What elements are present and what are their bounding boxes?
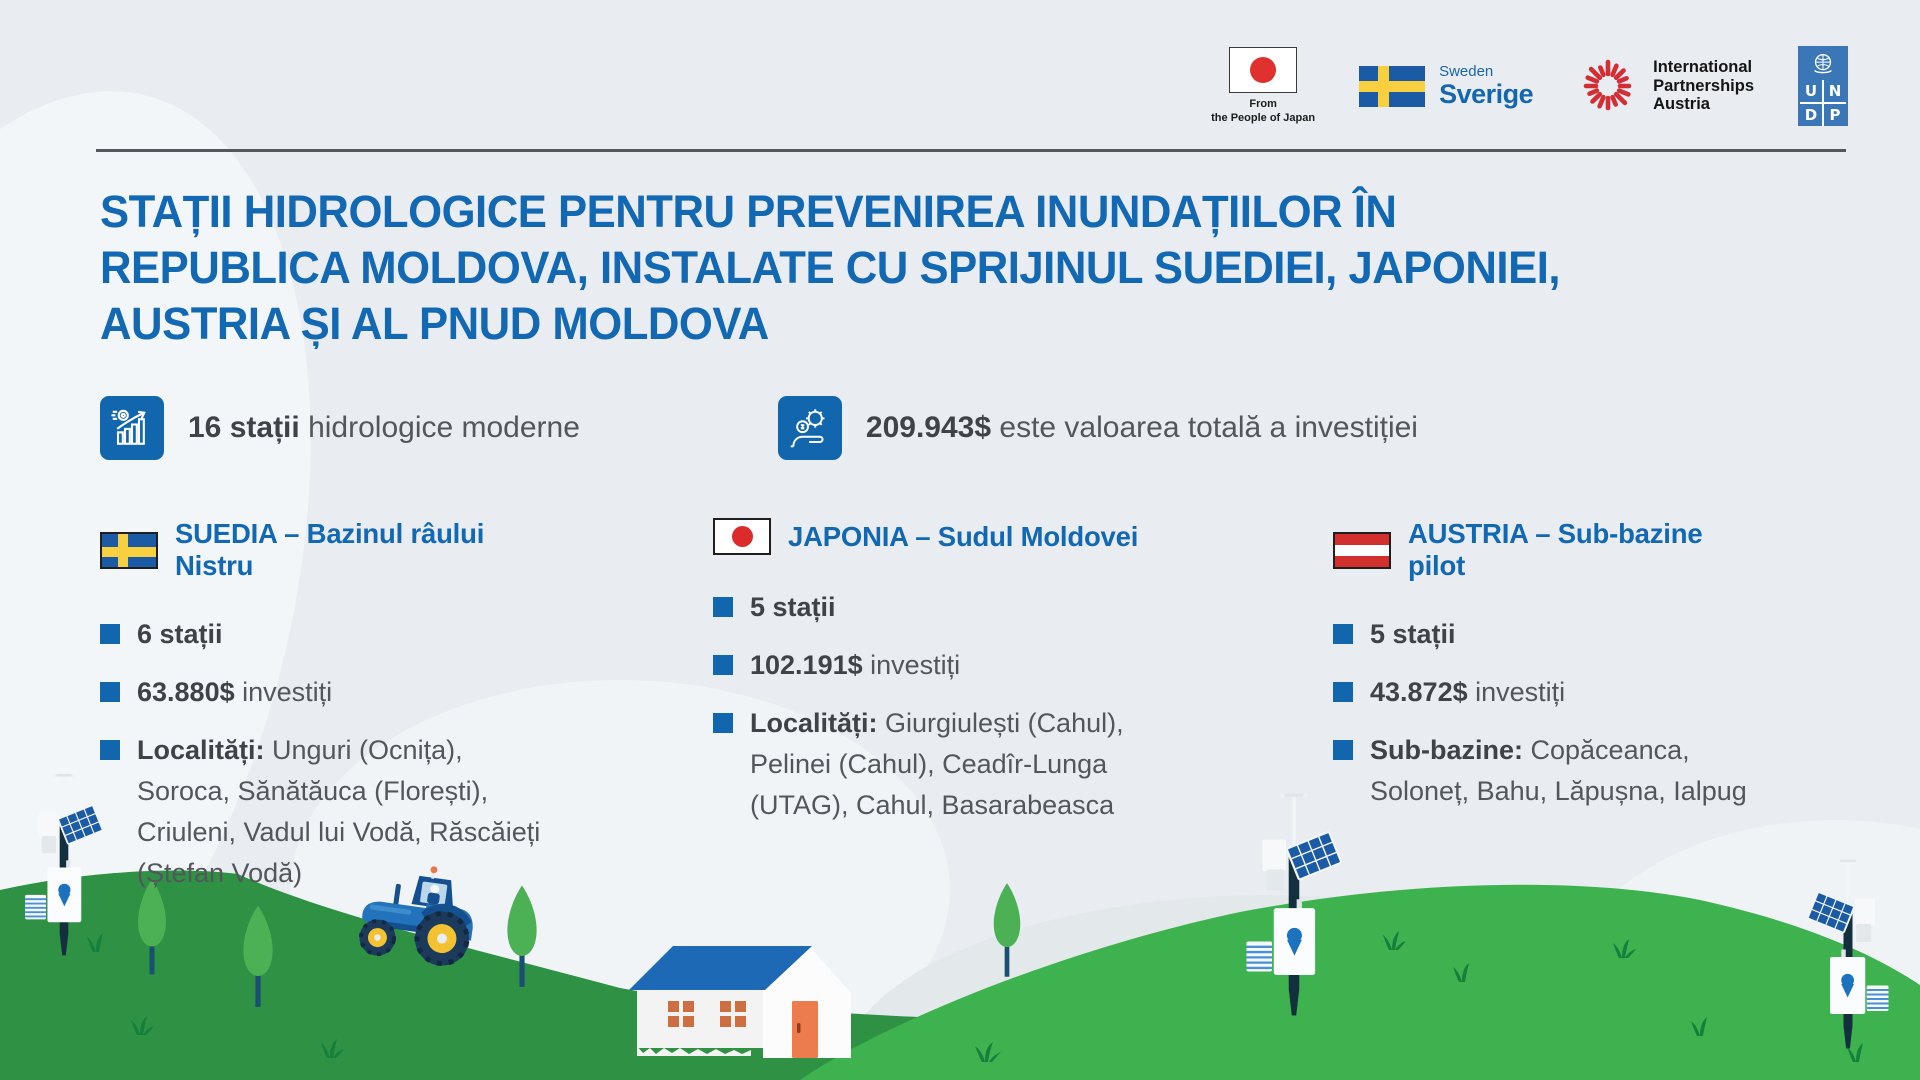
austria-flag-icon: [1333, 531, 1391, 569]
grass-tufts: [87, 931, 1863, 1062]
ipa-logo: International Partnerships Austria: [1577, 55, 1754, 117]
list-item: 43.872$ investiți: [1333, 672, 1753, 713]
list-item: 63.880$ investiți: [100, 672, 560, 713]
bullet-square-icon: [1333, 740, 1353, 760]
tree-illustration: [507, 885, 537, 987]
stat-stations: 16 stații hidrologice moderne: [100, 396, 580, 460]
undp-letters: U N D P: [1800, 80, 1846, 126]
tree-illustration: [243, 905, 273, 1007]
partner-logos: From the People of Japan Sweden Sverige: [1211, 46, 1848, 126]
page-title: STAȚII HIDROLOGICE PENTRU PREVENIREA INU…: [100, 186, 1561, 349]
list-item: Localități: Giurgiulești (Cahul), Peline…: [713, 703, 1193, 826]
column-title: SUEDIA – Bazinul râului Nistru: [175, 518, 485, 581]
house-door: [792, 1001, 818, 1058]
list-item: 6 stații: [100, 614, 560, 655]
chart-growth-icon: [100, 396, 164, 460]
hill-bright: [800, 884, 1920, 1080]
investment-hand-icon: [777, 396, 842, 460]
sweden-logo-text: Sweden Sverige: [1439, 62, 1534, 109]
house-window: [668, 1001, 746, 1027]
list-item: Sub-bazine: Copăceanca, Soloneț, Bahu, L…: [1333, 730, 1753, 812]
column-title: AUSTRIA – Sub-bazine pilot: [1408, 518, 1703, 581]
tree-illustration: [138, 879, 166, 975]
header-divider: [96, 149, 1846, 152]
column-header: AUSTRIA – Sub-bazine pilot: [1333, 518, 1753, 582]
list-item: 5 stații: [1333, 614, 1753, 655]
bullet-square-icon: [1333, 682, 1353, 702]
bullet-square-icon: [100, 682, 120, 702]
japan-logo: From the People of Japan: [1211, 46, 1316, 126]
tree-illustration: [993, 883, 1021, 977]
column-title: JAPONIA – Sudul Moldovei: [788, 520, 1139, 552]
sky-swoosh: [0, 91, 311, 1080]
stat-text: 16 stații hidrologice moderne: [188, 411, 580, 444]
ipa-sunburst-icon: [1583, 59, 1632, 111]
stat-investment: 209.943$ este valoarea totală a investiț…: [777, 396, 1418, 460]
sweden-logo: Sweden Sverige: [1359, 62, 1534, 109]
list-item: 5 stații: [713, 587, 1193, 628]
un-emblem-icon: [1814, 54, 1832, 74]
japan-logo-caption: From the People of Japan: [1211, 97, 1316, 124]
bullet-square-icon: [1333, 624, 1353, 644]
house-illustration: [629, 946, 851, 1058]
column-header: JAPONIA – Sudul Moldovei: [713, 518, 1193, 555]
tractor-illustration: [358, 866, 473, 967]
undp-logo: U N D P: [1798, 46, 1848, 126]
key-stats: 16 stații hidrologice moderne 209.943$ e…: [100, 396, 1418, 460]
stat-text: 209.943$ este valoarea totală a investiț…: [865, 411, 1418, 444]
column-japan: JAPONIA – Sudul Moldovei 5 stații 102.19…: [713, 518, 1193, 826]
sweden-flag-icon: [100, 531, 158, 569]
list-item: Localități: Unguri (Ocnița), Soroca, Săn…: [100, 730, 560, 894]
column-austria: AUSTRIA – Sub-bazine pilot 5 stații 43.8…: [1333, 518, 1753, 812]
bullet-square-icon: [713, 597, 733, 617]
column-sweden: SUEDIA – Bazinul râului Nistru 6 stații …: [100, 518, 560, 894]
bullet-square-icon: [100, 740, 120, 760]
bullet-square-icon: [713, 713, 733, 733]
ipa-logo-text: International Partnerships Austria: [1653, 58, 1754, 114]
list-item: 102.191$ investiți: [713, 645, 1193, 686]
bullet-square-icon: [713, 655, 733, 675]
column-header: SUEDIA – Bazinul râului Nistru: [100, 518, 560, 582]
sweden-flag-icon: [1359, 65, 1426, 107]
japan-flag-icon: [1229, 46, 1298, 93]
japan-flag-icon: [713, 518, 771, 555]
bullet-square-icon: [100, 624, 120, 644]
